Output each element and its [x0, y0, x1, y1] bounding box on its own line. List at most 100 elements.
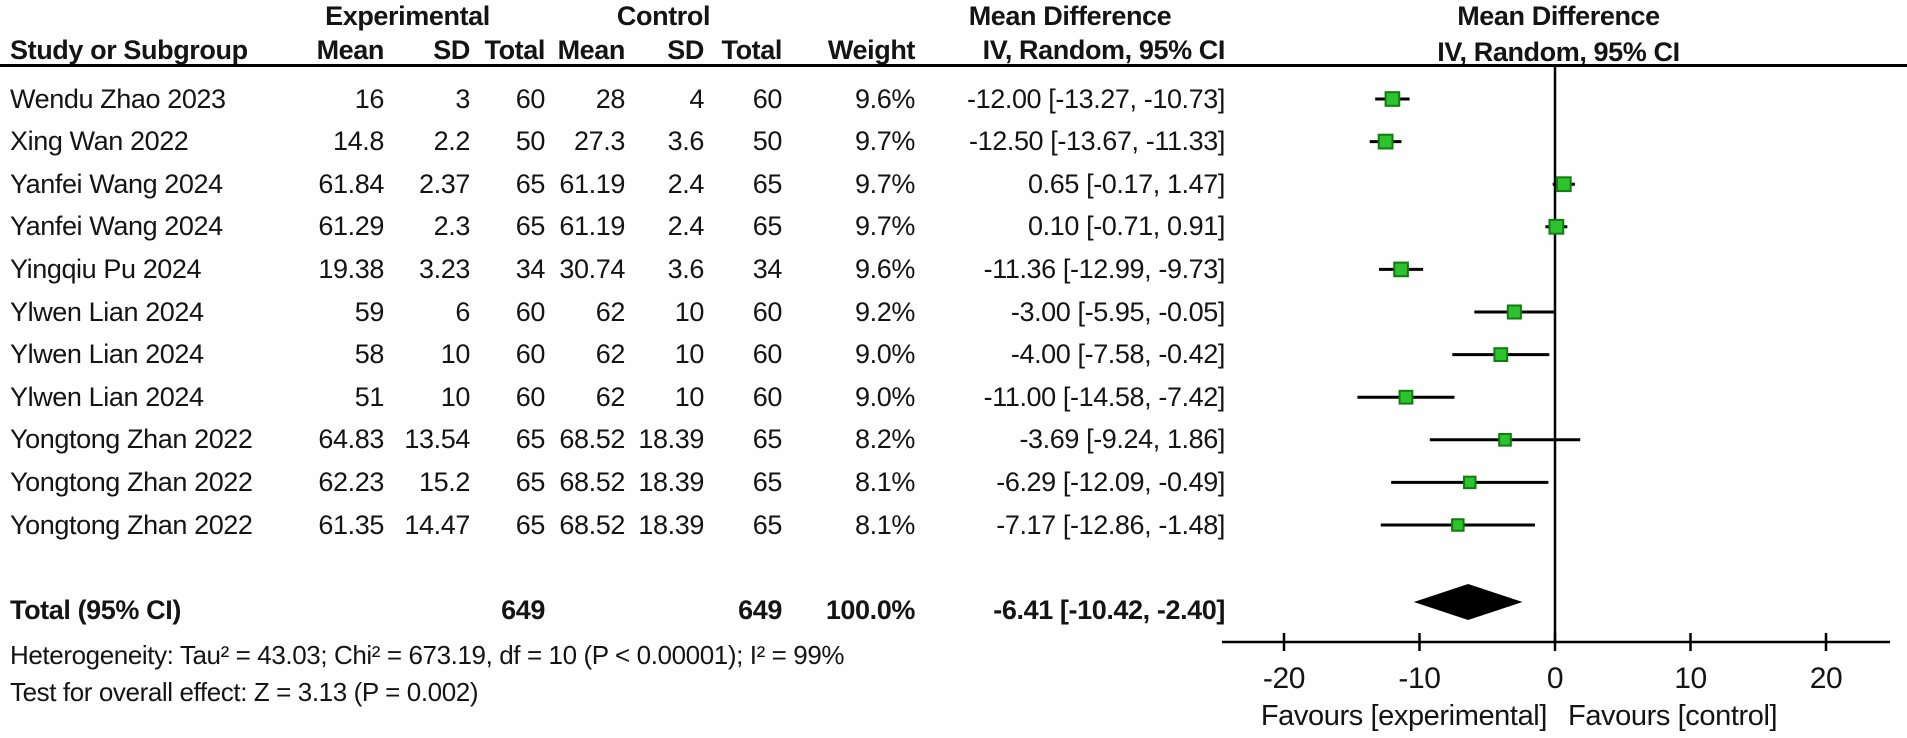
ci-text-value: -11.36 [-12.99, -9.73] [983, 254, 1226, 285]
study-row: Yongtong Zhan 2022 64.83 13.54 65 68.52 … [0, 418, 1225, 461]
favours-right-label: Favours [control] [1568, 700, 1777, 732]
ctl-sd-value: 18.39 [638, 509, 704, 540]
study-label: Ylwen Lian 2024 [10, 381, 204, 412]
exp-mean-value: 61.35 [318, 509, 384, 540]
ci-text-value: -3.69 [-9.24, 1.86] [1019, 424, 1225, 455]
weight-value: 9.6% [855, 254, 915, 285]
exp-total-value: 60 [515, 339, 546, 370]
study-row: Wendu Zhao 2023 16 3 60 28 4 60 9.6% -12… [0, 78, 1225, 121]
study-label: Xing Wan 2022 [10, 126, 189, 157]
ci-text-value: 0.65 [-0.17, 1.47] [1028, 168, 1225, 199]
study-row: Ylwen Lian 2024 59 6 60 62 10 60 9.2% -3… [0, 291, 1225, 334]
ctl-mean-value: 61.19 [559, 168, 625, 199]
axis-tick-label: 0 [1547, 662, 1563, 695]
effect-marker [1393, 261, 1409, 278]
ctl-mean-value: 68.52 [559, 467, 625, 498]
exp-mean-value: 51 [354, 381, 385, 412]
forest-plot-graphic: -20 -10 0 10 20 Favours [experimental] Favours… [1222, 66, 1890, 732]
weight-value: 9.0% [855, 339, 915, 370]
col-header-ci: IV, Random, 95% CI [982, 35, 1226, 65]
axis-tick-label: 20 [1810, 662, 1843, 695]
ctl-total-value: 60 [752, 296, 783, 327]
weight-value: 9.0% [855, 381, 915, 412]
col-header-ctl-total: Total [721, 35, 783, 65]
effect-marker [1451, 518, 1465, 532]
ctl-sd-value: 10 [674, 381, 705, 412]
col-header-exp-mean: Mean [316, 35, 385, 65]
effect-marker [1398, 389, 1414, 405]
ci-text-value: -12.50 [-13.67, -11.33] [969, 126, 1225, 157]
ctl-total-value: 65 [752, 211, 783, 242]
group-header-experimental: Experimental [325, 1, 490, 31]
effect-marker [1498, 432, 1512, 447]
col-header-ctl-sd: SD [667, 35, 704, 65]
ctl-total-value: 65 [752, 467, 783, 498]
ci-text-value: -7.17 [-12.86, -1.48] [996, 509, 1225, 540]
exp-sd-value: 10 [440, 339, 471, 370]
study-label: Wendu Zhao 2023 [10, 83, 226, 114]
exp-mean-value: 16 [354, 83, 385, 114]
exp-sd-value: 15.2 [419, 467, 470, 498]
exp-total-value: 60 [515, 83, 546, 114]
total-exp-total: 649 [501, 594, 545, 625]
header-rule [0, 64, 1907, 67]
effect-marker [1377, 133, 1394, 150]
weight-value: 8.2% [855, 424, 915, 455]
ctl-mean-value: 68.52 [559, 509, 625, 540]
study-label: Yongtong Zhan 2022 [10, 467, 253, 498]
axis-tick-label: -10 [1398, 662, 1440, 695]
study-row: Yongtong Zhan 2022 62.23 15.2 65 68.52 1… [0, 461, 1225, 504]
exp-mean-value: 58 [354, 339, 385, 370]
ctl-total-value: 65 [752, 424, 783, 455]
col-header-study: Study or Subgroup [10, 35, 248, 65]
total-ci-text: -6.41 [-10.42, -2.40] [993, 594, 1225, 625]
ctl-sd-value: 18.39 [638, 424, 704, 455]
ci-text-value: 0.10 [-0.71, 0.91] [1028, 211, 1225, 242]
spacer [782, 2, 915, 30]
ctl-sd-value: 2.4 [667, 168, 705, 199]
study-row: Xing Wan 2022 14.8 2.2 50 27.3 3.6 50 9.… [0, 120, 1225, 163]
exp-mean-value: 61.84 [318, 168, 384, 199]
ci-text-value: -11.00 [-14.58, -7.42] [983, 381, 1226, 412]
axis-tick-label: 10 [1674, 662, 1707, 695]
exp-mean-value: 61.29 [318, 211, 384, 242]
exp-total-value: 65 [515, 211, 546, 242]
study-label: Yanfei Wang 2024 [10, 168, 223, 199]
weight-value: 9.7% [855, 211, 915, 242]
exp-mean-value: 62.23 [318, 467, 384, 498]
study-label: Yongtong Zhan 2022 [10, 424, 253, 455]
study-row: Yanfei Wang 2024 61.84 2.37 65 61.19 2.4… [0, 163, 1225, 206]
study-rows: Wendu Zhao 2023 16 3 60 28 4 60 9.6% -12… [0, 78, 1225, 547]
plot-header-mean-difference: Mean Difference [1457, 1, 1660, 31]
effect-marker [1384, 91, 1401, 107]
effect-marker [1493, 347, 1509, 362]
exp-sd-value: 2.37 [419, 168, 470, 199]
exp-mean-value: 59 [354, 296, 385, 327]
exp-sd-value: 2.3 [433, 211, 471, 242]
ctl-sd-value: 10 [674, 339, 705, 370]
ctl-mean-value: 68.52 [559, 424, 625, 455]
study-row: Yongtong Zhan 2022 61.35 14.47 65 68.52 … [0, 504, 1225, 547]
group-header-mean-difference: Mean Difference [968, 1, 1172, 31]
exp-mean-value: 64.83 [318, 424, 384, 455]
ci-text-value: -12.00 [-13.27, -10.73] [967, 83, 1225, 114]
exp-total-value: 65 [515, 424, 546, 455]
exp-mean-value: 14.8 [333, 126, 384, 157]
ci-text-value: -6.29 [-12.09, -0.49] [996, 467, 1225, 498]
study-label: Ylwen Lian 2024 [10, 296, 204, 327]
weight-value: 9.6% [855, 83, 915, 114]
effect-marker [1463, 475, 1477, 490]
study-label: Ylwen Lian 2024 [10, 339, 204, 370]
exp-total-value: 65 [515, 509, 546, 540]
spacer [0, 2, 270, 30]
exp-total-value: 65 [515, 168, 546, 199]
exp-total-value: 34 [515, 254, 546, 285]
study-row: Yanfei Wang 2024 61.29 2.3 65 61.19 2.4 … [0, 205, 1225, 248]
ctl-sd-value: 18.39 [638, 467, 704, 498]
spacer [545, 589, 625, 632]
exp-sd-value: 2.2 [433, 126, 471, 157]
ctl-mean-value: 28 [595, 83, 626, 114]
study-label: Yanfei Wang 2024 [10, 211, 223, 242]
exp-sd-value: 13.54 [404, 424, 470, 455]
col-header-ctl-mean: Mean [557, 35, 626, 65]
